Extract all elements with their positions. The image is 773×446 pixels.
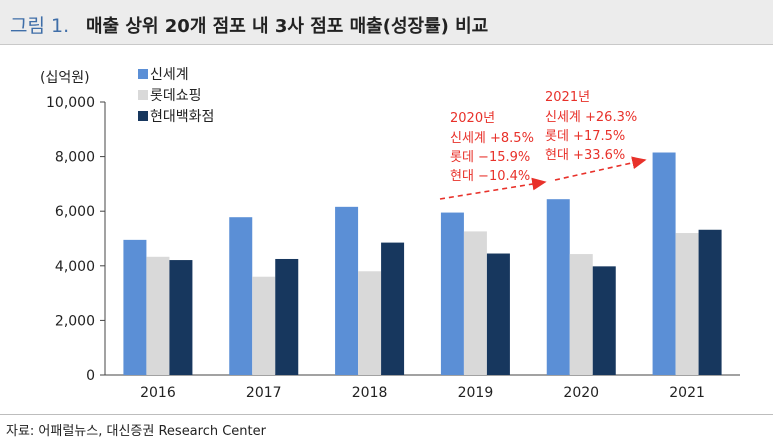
annotation-line: 신세계 +26.3% [545,110,637,125]
bar-2021-1 [652,152,676,375]
bar-2016-2 [146,256,170,375]
bar-2020-3 [592,266,616,375]
bar-2016-3 [169,260,193,375]
bar-2021-3 [698,229,722,375]
bar-2019-3 [486,253,510,375]
bar-2019-2 [463,231,487,375]
bar-2018-1 [335,206,359,375]
figure-title: 매출 상위 20개 점포 내 3사 점포 매출(성장률) 비교 [86,16,489,37]
y-tick-label: 10,000 [46,95,95,111]
annotation-line: 롯데 −15.9% [450,150,530,165]
bar-2017-3 [275,258,299,375]
y-tick-label: 2,000 [55,313,95,329]
bar-2017-2 [252,276,276,375]
legend-swatch-3 [138,111,148,121]
bar-2020-2 [569,254,593,375]
y-tick-label: 4,000 [55,259,95,275]
x-tick-label: 2018 [352,385,388,401]
x-tick-label: 2017 [246,385,282,401]
x-tick-label: 2020 [563,385,599,401]
annotation-line: 현대 +33.6% [545,148,625,163]
bar-2016-1 [123,239,147,375]
legend-swatch-1 [138,69,148,79]
bar-2020-1 [546,199,570,375]
bar-2021-2 [675,233,699,375]
bar-2018-2 [358,271,382,375]
legend-label: 현대백화점 [150,109,214,125]
y-tick-label: 8,000 [55,150,95,166]
figure-label: 그림 1. [10,15,70,37]
growth-arrow-2021 [554,156,647,181]
figure-header: 그림 1. 매출 상위 20개 점포 내 3사 점포 매출(성장률) 비교 [0,0,773,45]
annotation-year: 2021년 [545,90,590,105]
bar-2019-1 [440,212,464,375]
legend-label: 롯데쇼핑 [150,88,202,104]
x-tick-label: 2019 [458,385,494,401]
x-tick-label: 2016 [140,385,176,401]
source-note: 자료: 어패럴뉴스, 대신증권 Research Center [6,424,266,439]
annotation-line: 신세계 +8.5% [450,131,534,146]
annotation-line: 롯데 +17.5% [545,129,625,144]
y-tick-label: 6,000 [55,204,95,220]
annotation-line: 현대 −10.4% [450,169,530,184]
bar-2018-3 [381,242,405,375]
legend-swatch-2 [138,90,148,100]
bar-chart: (십억원) 0 2,000 4,000 6,000 8,000 10,000 2016 2017… [40,67,740,401]
x-tick-label: 2021 [669,385,705,401]
legend-label: 신세계 [150,67,189,83]
y-axis-label: (십억원) [40,70,90,86]
y-tick-label: 0 [86,368,95,384]
bar-2017-1 [229,217,253,375]
growth-arrow-2020 [439,177,547,200]
annotation-year: 2020년 [450,111,495,126]
footer-divider [0,414,773,415]
